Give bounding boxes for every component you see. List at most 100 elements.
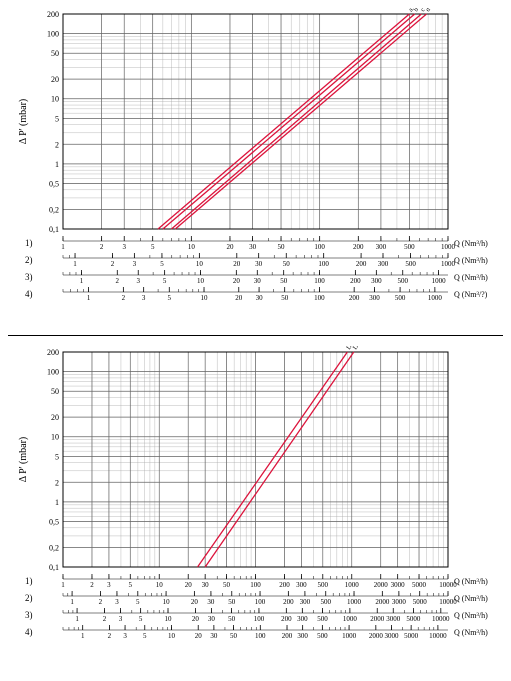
svg-text:3): 3) [25, 610, 33, 620]
svg-text:300: 300 [376, 243, 387, 251]
svg-text:10: 10 [201, 294, 209, 302]
svg-text:200: 200 [350, 277, 361, 285]
svg-text:0,1: 0,1 [49, 225, 59, 234]
svg-text:5: 5 [136, 598, 140, 606]
svg-text:200: 200 [356, 260, 367, 268]
svg-text:3000: 3000 [391, 581, 406, 589]
svg-text:1000: 1000 [343, 615, 358, 623]
svg-text:10: 10 [156, 581, 164, 589]
svg-text:50: 50 [51, 387, 59, 396]
svg-text:3: 3 [119, 615, 123, 623]
svg-text:3000: 3000 [386, 615, 401, 623]
divider [8, 335, 503, 336]
svg-text:5: 5 [55, 452, 59, 461]
svg-text:500: 500 [318, 581, 329, 589]
svg-text:5: 5 [55, 114, 59, 123]
svg-text:2: 2 [122, 294, 126, 302]
svg-text:50: 50 [228, 598, 236, 606]
svg-text:20: 20 [226, 243, 234, 251]
svg-text:20: 20 [51, 75, 59, 84]
svg-text:1: 1 [55, 160, 59, 169]
svg-text:300: 300 [296, 581, 307, 589]
svg-text:5: 5 [160, 260, 164, 268]
svg-text:500: 500 [317, 615, 328, 623]
svg-text:50: 50 [230, 632, 238, 640]
svg-text:2000: 2000 [370, 615, 385, 623]
svg-text:10: 10 [163, 598, 171, 606]
svg-text:100: 100 [255, 598, 266, 606]
chart-1: 0,10,20,5125102050100200Δ P' (mbar)abcd1… [8, 8, 503, 327]
svg-text:50: 50 [51, 49, 59, 58]
svg-text:20: 20 [235, 294, 243, 302]
svg-text:30: 30 [208, 615, 216, 623]
svg-text:500: 500 [395, 294, 406, 302]
svg-text:30: 30 [255, 260, 263, 268]
svg-text:5: 5 [151, 243, 155, 251]
svg-text:5000: 5000 [406, 615, 421, 623]
svg-text:Δ P' (mbar): Δ P' (mbar) [18, 99, 29, 144]
svg-text:Q (Nm³/h): Q (Nm³/h) [454, 577, 488, 586]
svg-text:Q (Nm³/h): Q (Nm³/h) [454, 611, 488, 620]
svg-text:2): 2) [25, 593, 33, 603]
svg-text:100: 100 [47, 368, 59, 377]
svg-text:5000: 5000 [413, 598, 428, 606]
svg-text:50: 50 [223, 581, 231, 589]
svg-text:100: 100 [314, 277, 325, 285]
svg-text:30: 30 [256, 294, 264, 302]
svg-text:20: 20 [191, 598, 199, 606]
svg-text:3: 3 [122, 243, 126, 251]
svg-text:20: 20 [233, 260, 241, 268]
svg-text:50: 50 [280, 277, 288, 285]
svg-text:2: 2 [55, 478, 59, 487]
svg-text:1: 1 [70, 598, 74, 606]
svg-text:Δ P' (mbar): Δ P' (mbar) [18, 437, 29, 482]
svg-text:20: 20 [233, 277, 241, 285]
svg-text:3: 3 [136, 277, 140, 285]
svg-text:50: 50 [228, 615, 236, 623]
svg-text:500: 500 [317, 632, 328, 640]
svg-text:10: 10 [196, 260, 204, 268]
svg-text:10: 10 [165, 615, 173, 623]
svg-text:2: 2 [100, 243, 104, 251]
svg-text:2: 2 [108, 632, 112, 640]
svg-text:3: 3 [133, 260, 137, 268]
svg-text:5000: 5000 [404, 632, 419, 640]
svg-text:1: 1 [73, 260, 77, 268]
svg-text:3: 3 [123, 632, 127, 640]
svg-text:1000: 1000 [347, 598, 362, 606]
svg-text:200: 200 [353, 243, 364, 251]
svg-text:2000: 2000 [375, 598, 390, 606]
svg-text:30: 30 [210, 632, 218, 640]
svg-text:5: 5 [139, 615, 143, 623]
svg-text:200: 200 [47, 348, 59, 357]
svg-text:3000: 3000 [384, 632, 399, 640]
svg-text:Q (Nm³/h): Q (Nm³/h) [454, 594, 488, 603]
chart-1-svg: 0,10,20,5125102050100200Δ P' (mbar)abcd1… [8, 8, 503, 327]
svg-text:5: 5 [129, 581, 133, 589]
svg-text:50: 50 [278, 243, 286, 251]
svg-text:300: 300 [297, 632, 308, 640]
svg-text:1: 1 [75, 615, 79, 623]
svg-text:300: 300 [369, 294, 380, 302]
svg-text:3000: 3000 [392, 598, 407, 606]
svg-text:10000: 10000 [432, 615, 450, 623]
svg-text:300: 300 [300, 598, 311, 606]
svg-text:0,5: 0,5 [49, 517, 59, 526]
svg-text:30: 30 [207, 598, 215, 606]
svg-text:0,5: 0,5 [49, 179, 59, 188]
svg-text:1: 1 [61, 581, 65, 589]
svg-text:100: 100 [318, 260, 329, 268]
svg-text:500: 500 [405, 260, 416, 268]
svg-text:200: 200 [282, 632, 293, 640]
svg-text:1: 1 [87, 294, 91, 302]
svg-text:2: 2 [55, 140, 59, 149]
svg-text:30: 30 [202, 581, 210, 589]
svg-text:Q (Nm³/?): Q (Nm³/?) [454, 290, 488, 299]
svg-text:100: 100 [314, 294, 325, 302]
svg-text:200: 200 [47, 10, 59, 19]
svg-text:d: d [424, 8, 432, 13]
svg-text:10: 10 [168, 632, 176, 640]
svg-text:1000: 1000 [342, 632, 357, 640]
svg-text:500: 500 [320, 598, 331, 606]
svg-text:5000: 5000 [412, 581, 427, 589]
